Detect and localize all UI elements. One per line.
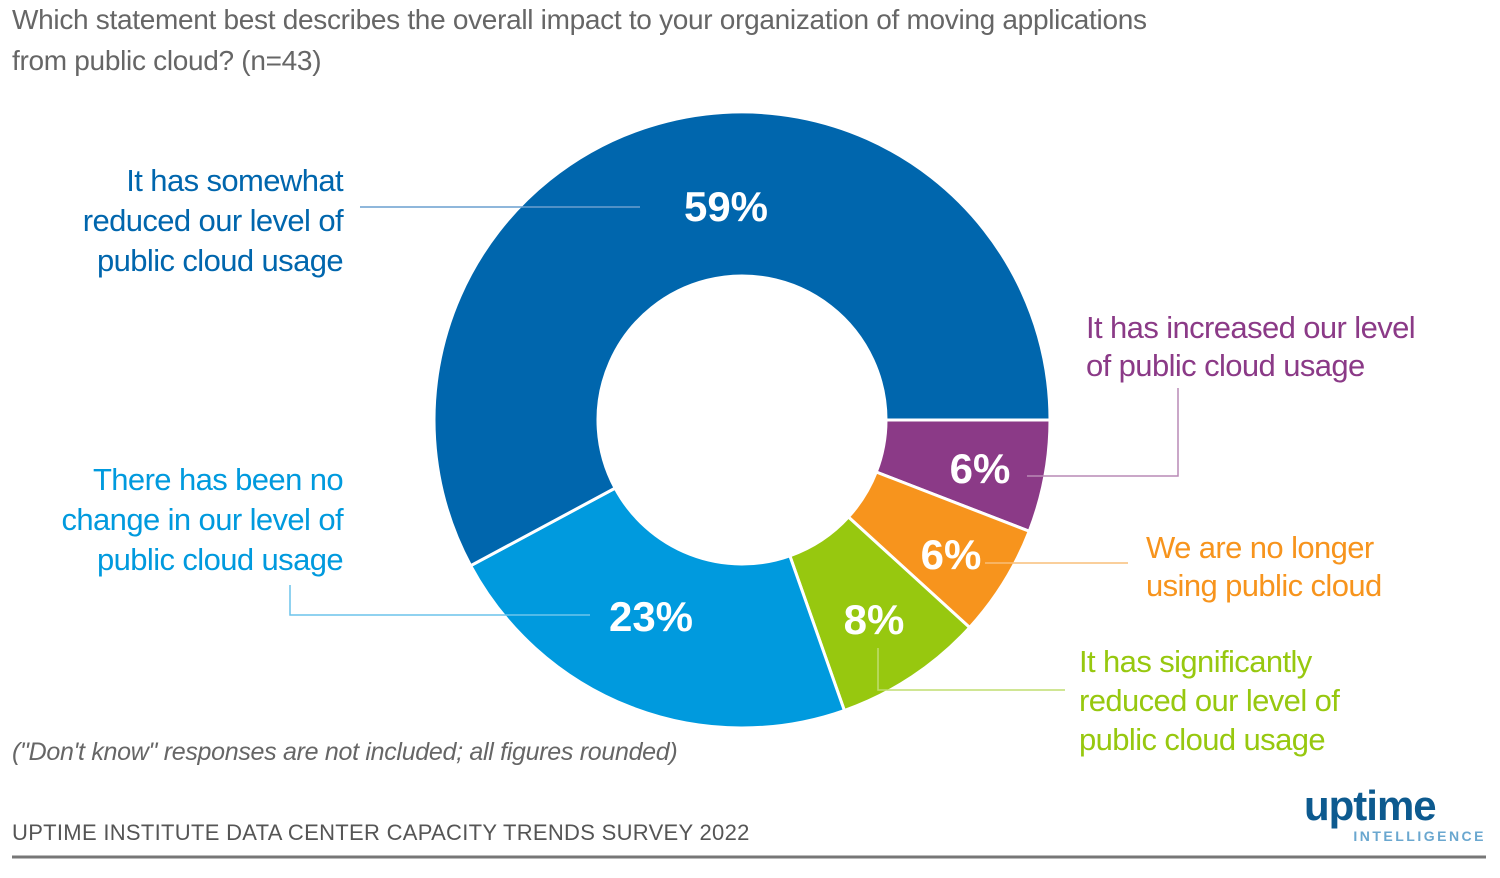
value-label-somewhat-reduced: 59%	[684, 183, 768, 230]
label-line: It has somewhat	[126, 163, 344, 198]
label-line: reduced our level of	[1079, 683, 1340, 718]
value-label-no-change: 23%	[609, 593, 693, 640]
category-label-increased: It has increased our level of public clo…	[1086, 310, 1416, 383]
slice-somewhat-reduced	[432, 110, 1052, 568]
category-label-somewhat-reduced: It has somewhat reduced our level of pub…	[83, 163, 345, 278]
label-line: reduced our level of	[83, 203, 344, 238]
logo-sub: INTELLIGENCE	[1353, 828, 1486, 844]
value-label-significantly-reduced: 8%	[844, 596, 905, 643]
leader-line-increased	[1027, 388, 1179, 477]
slice-no-change	[468, 486, 847, 730]
label-line: using public cloud	[1146, 568, 1382, 603]
footnote: ("Don't know" responses are not included…	[12, 738, 677, 766]
label-line: It has increased our level	[1086, 310, 1415, 345]
label-line: public cloud usage	[1079, 722, 1325, 757]
uptime-logo: uptime INTELLIGENCE	[1304, 782, 1486, 844]
category-label-no-longer: We are no longer using public cloud	[1146, 530, 1382, 603]
source-text: UPTIME INSTITUTE DATA CENTER CAPACITY TR…	[12, 820, 750, 845]
chart-title-line-1: Which statement best describes the overa…	[12, 4, 1147, 35]
label-line: public cloud usage	[97, 243, 343, 278]
leader-line-no-change	[289, 585, 590, 616]
logo-word: uptime	[1304, 782, 1436, 829]
value-label-no-longer: 6%	[921, 531, 982, 578]
value-label-increased: 6%	[950, 445, 1011, 492]
label-line: It has significantly	[1079, 644, 1313, 679]
leader-line-significantly-reduced	[877, 648, 1065, 691]
label-line: of public cloud usage	[1086, 348, 1365, 383]
category-label-significantly-reduced: It has significantly reduced our level o…	[1079, 644, 1341, 757]
label-line: change in our level of	[62, 502, 344, 537]
chart-title-line-2: from public cloud? (n=43)	[12, 45, 321, 76]
label-line: There has been no	[93, 462, 343, 497]
label-line: public cloud usage	[97, 542, 343, 577]
category-label-no-change: There has been no change in our level of…	[62, 462, 345, 577]
label-line: We are no longer	[1146, 530, 1374, 565]
